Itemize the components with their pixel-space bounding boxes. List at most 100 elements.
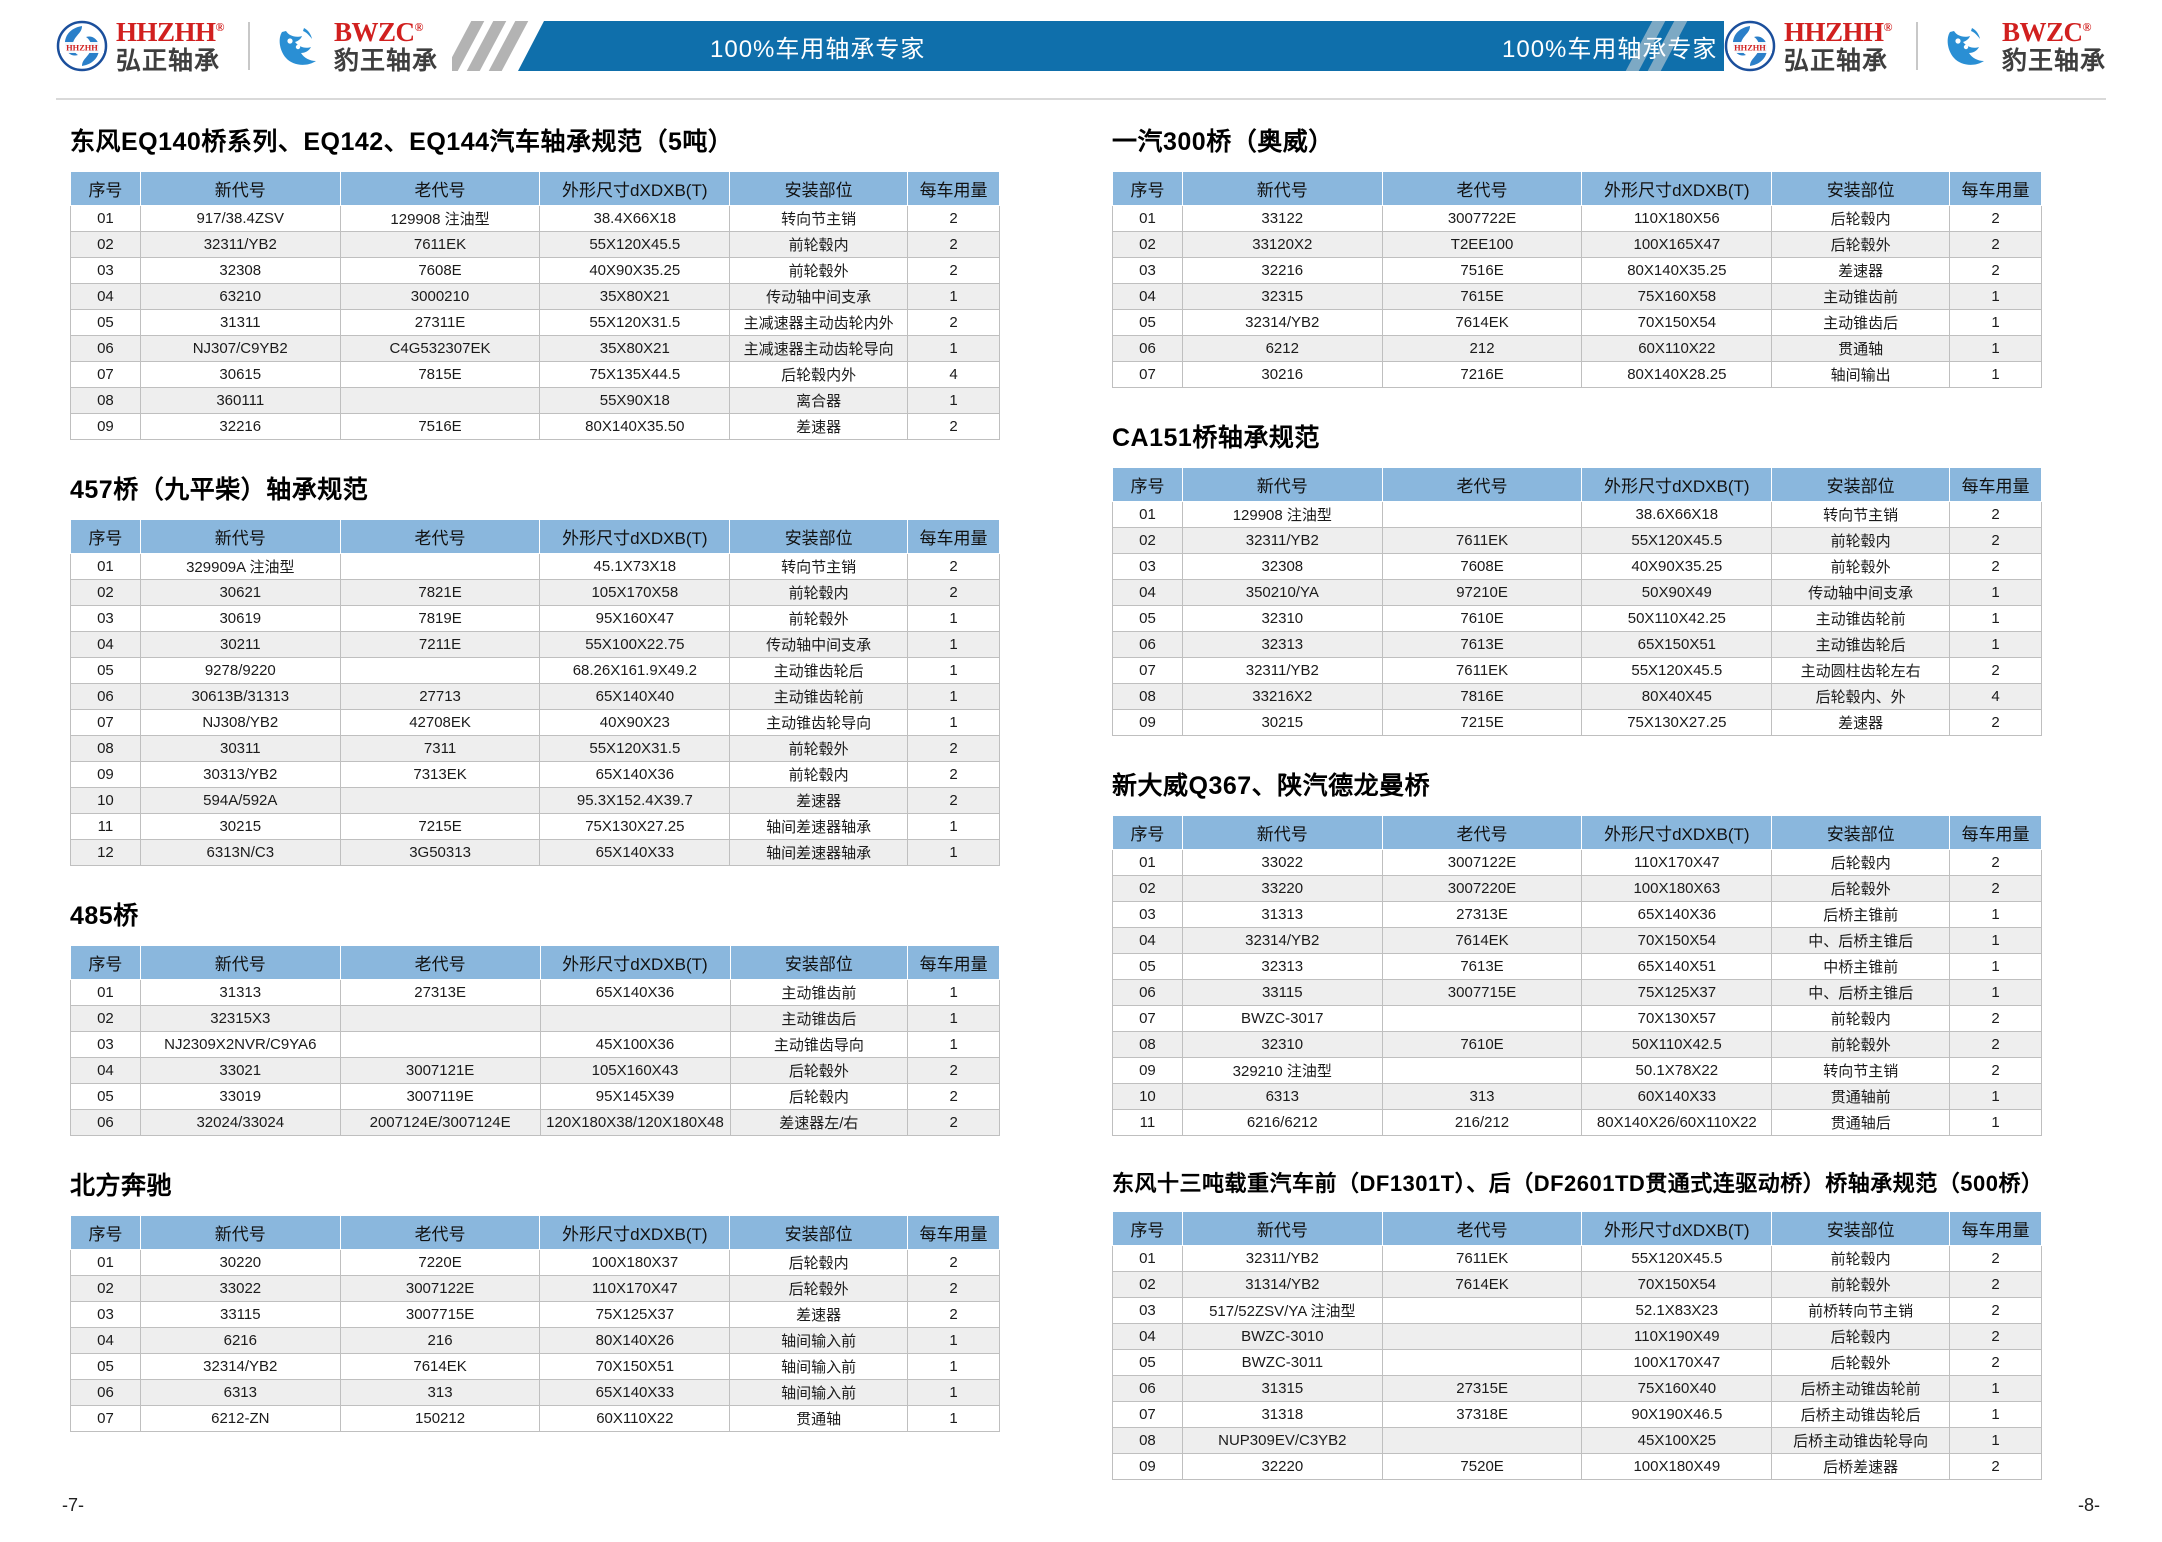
table-cell: 30220	[139, 1249, 341, 1276]
table-cell: 3007122E	[339, 1275, 541, 1302]
table-cell: 01	[70, 979, 141, 1006]
table-cell: 09	[1112, 709, 1183, 736]
table-cell: 32311/YB2	[139, 231, 341, 258]
table-cell: 贯通轴	[729, 1405, 909, 1432]
table-cell: 3007715E	[1381, 979, 1583, 1006]
table-row: 11 30215 7215E 75X130X27.25 轴间差速器轴承 1	[70, 813, 1000, 840]
table-cell: 50X110X42.5	[1581, 1031, 1773, 1058]
table-cell: 110X170X47	[539, 1275, 731, 1302]
column-header-5: 每车用量	[1949, 171, 2042, 206]
table-row: 09 32216 7516E 80X140X35.50 差速器 2	[70, 413, 1000, 440]
table-row: 07 30216 7216E 80X140X28.25 轴间输出 1	[1112, 361, 2042, 388]
table-row: 08 32310 7610E 50X110X42.5 前轮毂外 2	[1112, 1031, 2042, 1058]
table-cell: 贯通轴前	[1771, 1083, 1951, 1110]
table-cell: 2	[907, 413, 1000, 440]
table-cell: 55X90X18	[539, 387, 731, 414]
column-header-5: 每车用量	[1949, 467, 2042, 502]
spec-table: 序号 新代号 老代号 外形尺寸dXDXB(T) 安装部位 每车用量 01 33122 30077…	[1112, 171, 2042, 388]
table-cell: 120X180X38/120X180X48	[539, 1109, 731, 1136]
table-cell: 27313E	[1381, 901, 1583, 928]
banner-band	[518, 21, 1724, 71]
table-cell: 75X130X27.25	[1581, 709, 1773, 736]
logo-hhzhh: HHZHH HHZHH® 弘正轴承	[56, 18, 225, 74]
table-cell: 01	[70, 205, 141, 232]
table-cell: 27315E	[1381, 1375, 1583, 1402]
table-cell: 32310	[1181, 1031, 1383, 1058]
table-cell: 04	[1112, 927, 1183, 954]
table-cell: 前轮毂外	[729, 605, 909, 632]
table-cell: 04	[70, 1057, 141, 1084]
table-cell: 1	[1949, 1109, 2042, 1136]
table-cell: 50.1X78X22	[1581, 1057, 1773, 1084]
table-cell: 35X80X21	[539, 335, 731, 362]
table-cell: 轴间输入前	[729, 1327, 909, 1354]
table-cell: 03	[70, 1031, 141, 1058]
page-number-right: -8-	[2078, 1495, 2100, 1515]
table-cell: 1	[907, 605, 1000, 632]
table-cell: 前轮毂外	[1771, 1031, 1951, 1058]
table-cell: 转向节主销	[1771, 1057, 1951, 1084]
table-cell: 30313/YB2	[139, 761, 341, 788]
table-cell: 6313	[139, 1379, 341, 1406]
table-cell: 105X160X43	[539, 1057, 731, 1084]
table-cell: 2	[1949, 1245, 2042, 1272]
table-cell: 75X130X27.25	[539, 813, 731, 840]
column-header-0: 序号	[1112, 171, 1183, 206]
column-header-3: 外形尺寸dXDXB(T)	[539, 1215, 731, 1250]
table-cell: 31318	[1181, 1401, 1383, 1428]
table-cell: 95X160X47	[539, 605, 731, 632]
table-cell: 27311E	[339, 309, 541, 336]
table-row: 04 33021 3007121E 105X160X43 后轮毂外 2	[70, 1057, 1000, 1084]
column-header-1: 新代号	[139, 171, 341, 206]
table-row: 01 33022 3007122E 110X170X47 后轮毂内 2	[1112, 849, 2042, 876]
table-cell: 2	[1949, 1323, 2042, 1350]
hhzhh-chinese: 弘正轴承	[1784, 46, 1889, 75]
table-cell: 03	[70, 605, 141, 632]
table-cell: 360111	[139, 387, 341, 414]
table-row: 01 31313 27313E 65X140X36 主动锥齿前 1	[70, 979, 1000, 1006]
table-cell: 33115	[139, 1301, 341, 1328]
hhzhh-wordmark: HHZHH® 弘正轴承	[116, 18, 225, 74]
column-header-0: 序号	[70, 171, 141, 206]
table-row: 07 NJ308/YB2 42708EK 40X90X23 主动锥齿轮导向 1	[70, 709, 1000, 736]
bwzc-chinese: 豹王轴承	[2001, 46, 2106, 75]
table-cell: 110X190X49	[1581, 1323, 1773, 1350]
table-cell: 32310	[1181, 605, 1383, 632]
table-cell: 52.1X83X23	[1581, 1297, 1773, 1324]
table-cell: 05	[1112, 605, 1183, 632]
table-cell: 50X110X42.25	[1581, 605, 1773, 632]
bwzc-latin: BWZC®	[2001, 16, 2092, 47]
table-cell: 32024/33024	[139, 1109, 341, 1136]
column-header-3: 外形尺寸dXDXB(T)	[539, 945, 731, 980]
table-cell: 主动锥齿前	[729, 979, 909, 1006]
table-row: 08 360111 55X90X18 离合器 1	[70, 387, 1000, 414]
table-cell: 7816E	[1381, 683, 1583, 710]
table-cell: 55X120X31.5	[539, 735, 731, 762]
table-cell: 后轮毂内	[1771, 205, 1951, 232]
table-cell: 01	[70, 1249, 141, 1276]
table-cell: 06	[1112, 335, 1183, 362]
table-cell: 1	[907, 1405, 1000, 1432]
table-cell: 313	[339, 1379, 541, 1406]
table-cell: 09	[70, 761, 141, 788]
bwzc-wordmark-right: BWZC® 豹王轴承	[2001, 16, 2106, 75]
table-cell: 后轮毂外	[1771, 875, 1951, 902]
table-cell: 2	[1949, 1453, 2042, 1480]
table-cell: 6216	[139, 1327, 341, 1354]
column-header-5: 每车用量	[1949, 815, 2042, 850]
table-cell: 08	[1112, 683, 1183, 710]
table-cell	[1381, 1005, 1583, 1032]
table-row: 01 32311/YB2 7611EK 55X120X45.5 前轮毂内 2	[1112, 1245, 2042, 1272]
table-cell: 1	[1949, 927, 2042, 954]
table-row: 01 129908 注油型 38.6X66X18 转向节主销 2	[1112, 501, 2042, 528]
table-row: 02 33120X2 T2EE100 100X165X47 后轮毂外 2	[1112, 231, 2042, 258]
table-cell: 100X180X49	[1581, 1453, 1773, 1480]
table-row: 06 33115 3007715E 75X125X37 中、后桥主锥后 1	[1112, 979, 2042, 1006]
table-cell: 贯通轴	[1771, 335, 1951, 362]
table-cell: 前轮毂外	[1771, 553, 1951, 580]
table-cell: 95X145X39	[539, 1083, 731, 1110]
page-footer: -7- -8-	[0, 1495, 2162, 1516]
column-header-1: 新代号	[1181, 1211, 1383, 1246]
table-cell: 1	[1949, 605, 2042, 632]
table-row: 01 30220 7220E 100X180X37 后轮毂内 2	[70, 1249, 1000, 1276]
